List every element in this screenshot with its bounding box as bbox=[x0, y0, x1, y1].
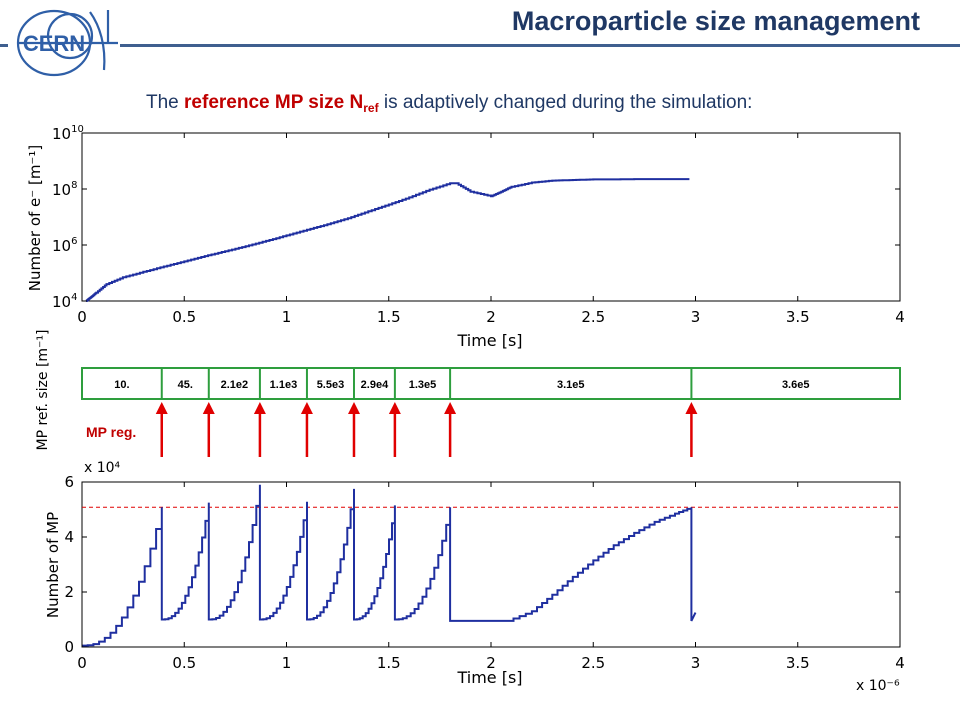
slide-header: CERN Macroparticle size management bbox=[0, 0, 960, 80]
chart1-xtick-label: 3.5 bbox=[786, 308, 810, 326]
chart1-ytick-label: 106 bbox=[52, 236, 77, 255]
mp-bar-segment-label: 5.5e3 bbox=[317, 379, 345, 391]
subtitle-post: is adaptively changed during the simulat… bbox=[378, 92, 753, 113]
chart1-xtick-label: 2.5 bbox=[581, 308, 605, 326]
chart3-xtick-label: 2.5 bbox=[581, 654, 605, 672]
mp-reg-arrow bbox=[685, 402, 698, 457]
chart1-xtick-label: 1.5 bbox=[377, 308, 401, 326]
electron-number-chart: 0 0.5 1 1.5 2 2.5 3 3.5 4 104 106 108 1010 Time [s]… bbox=[26, 124, 905, 350]
chart3-ytick-label: 4 bbox=[64, 528, 74, 546]
mp-reg-arrow bbox=[253, 402, 266, 457]
chart3-xtick-label: 1.5 bbox=[377, 654, 401, 672]
chart1-ytick-label: 1010 bbox=[52, 124, 84, 143]
chart1-xtick-label: 1 bbox=[282, 308, 292, 326]
chart1-xtick-label: 2 bbox=[486, 308, 496, 326]
chart3-xtick-label: 1 bbox=[282, 654, 292, 672]
mp-bar-frame bbox=[81, 367, 901, 400]
chart3-xtick-label: 0 bbox=[77, 654, 87, 672]
mp-reg-arrow bbox=[155, 402, 168, 457]
chart3-y-multiplier: x 10⁴ bbox=[84, 460, 121, 476]
chart3-x-multiplier: x 10⁻⁶ bbox=[856, 678, 900, 694]
mp-bar-segment-label: 3.1e5 bbox=[557, 379, 585, 391]
page-subtitle: The reference MP size Nref is adaptively… bbox=[146, 92, 752, 115]
mp-bar-segment-label: 2.9e4 bbox=[361, 379, 389, 391]
chart1-ytick-label: 108 bbox=[52, 180, 77, 199]
mp-number-series-line bbox=[82, 484, 697, 647]
mp-reg-arrow bbox=[300, 402, 313, 457]
chart1-xtick-label: 3 bbox=[691, 308, 701, 326]
mp-bar-segment-label: 3.6e5 bbox=[782, 379, 810, 391]
chart3-xtick-label: 2 bbox=[486, 654, 496, 672]
chart1-xtick-label: 0 bbox=[77, 308, 87, 326]
chart1-ytick-label: 104 bbox=[52, 292, 77, 311]
header-rule bbox=[0, 44, 960, 47]
chart3-xtick-label: 3.5 bbox=[786, 654, 810, 672]
mp-bar-segment-label: 45. bbox=[178, 379, 193, 391]
chart1-xtick-label: 4 bbox=[895, 308, 905, 326]
mp-number-chart: 0 0.5 1 1.5 2 2.5 3 3.5 4 0 2 4 6 x 10⁴ x 10⁻⁶ Time… bbox=[44, 460, 905, 694]
electron-series-line bbox=[85, 178, 690, 302]
mp-ref-size-bar: 10. 45. 2.1e2 1.1e3 5.5e3 2.9e4 1.3e5 3.1e5 3.6e… bbox=[35, 329, 901, 457]
mp-bar-ylabel: MP ref. size [m⁻¹] bbox=[35, 329, 51, 450]
mp-reg-arrow bbox=[388, 402, 401, 457]
mp-bar-segment-label: 2.1e2 bbox=[221, 379, 249, 391]
cern-logo-text: CERN bbox=[23, 31, 85, 56]
mp-bar-segment-label: 1.3e5 bbox=[409, 379, 437, 391]
cern-logo: CERN bbox=[8, 6, 120, 80]
chart3-ytick-label: 2 bbox=[64, 583, 74, 601]
subtitle-subscript: ref bbox=[363, 101, 379, 115]
mp-bar-segment-label: 1.1e3 bbox=[270, 379, 298, 391]
chart1-xlabel: Time [s] bbox=[456, 331, 522, 350]
chart3-ytick-label: 0 bbox=[64, 638, 74, 656]
chart3-ytick-label: 6 bbox=[64, 473, 74, 491]
mp-reg-arrow bbox=[444, 402, 457, 457]
chart3-xtick-label: 4 bbox=[895, 654, 905, 672]
chart3-frame bbox=[81, 481, 901, 648]
mp-reg-arrow bbox=[347, 402, 360, 457]
chart1-frame bbox=[81, 132, 901, 302]
page-title: Macroparticle size management bbox=[497, 6, 920, 37]
mp-reg-arrow bbox=[202, 402, 215, 457]
chart3-xtick-label: 3 bbox=[691, 654, 701, 672]
chart1-xtick-label: 0.5 bbox=[172, 308, 196, 326]
mp-bar-segment-label: 10. bbox=[114, 379, 129, 391]
chart3-xtick-label: 0.5 bbox=[172, 654, 196, 672]
mp-reg-label: MP reg. bbox=[86, 424, 136, 440]
chart3-xlabel: Time [s] bbox=[456, 668, 522, 687]
subtitle-highlight: reference MP size Nref bbox=[184, 92, 379, 115]
subtitle-pre: The bbox=[146, 92, 185, 113]
chart1-ylabel: Number of e⁻ [m⁻¹] bbox=[26, 145, 44, 291]
chart3-ylabel: Number of MP bbox=[44, 512, 62, 618]
